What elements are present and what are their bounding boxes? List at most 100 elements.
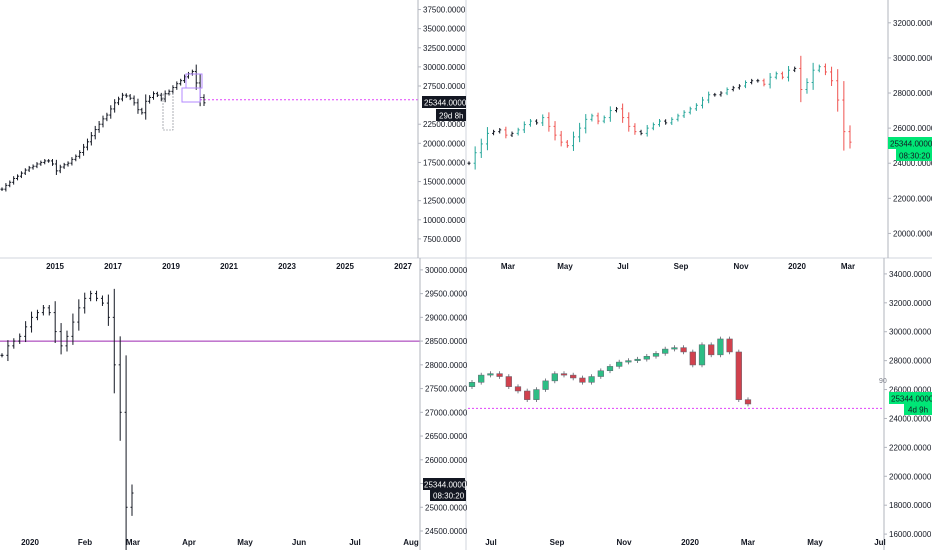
- daily-price-label-text: 25344.0000: [890, 140, 932, 149]
- weekly-bar: [164, 90, 167, 102]
- daily-bar: [566, 140, 569, 148]
- chart-daily[interactable]: 32000.000030000.000028000.000026000.0000…: [468, 0, 932, 271]
- monthly-x-tick-label: Jul: [874, 538, 886, 547]
- intraday-bar: [6, 340, 9, 361]
- intraday-x-tick-label: Feb: [78, 538, 92, 547]
- weekly-y-axis[interactable]: 37500.0000 35000.0000 32500.0000 30000.0000…: [418, 0, 466, 258]
- intraday-x-tick-label: Jul: [349, 538, 361, 547]
- monthly-candle: [580, 376, 586, 385]
- intraday-bar: [77, 299, 80, 330]
- weekly-bar: [179, 79, 182, 86]
- monthly-y-tick-label: 34000.0000: [889, 270, 932, 279]
- monthly-price-label-text: 25344.0000: [891, 395, 932, 404]
- weekly-y-tick-label: 35000.0000: [423, 25, 466, 34]
- weekly-y-tick-label: 32500.0000: [423, 44, 466, 53]
- daily-bar: [658, 119, 661, 127]
- weekly-bar: [175, 81, 178, 89]
- daily-y-tick-label: 20000.0000: [893, 229, 932, 238]
- intraday-y-tick-label: 27000.0000: [425, 408, 468, 417]
- intraday-bar: [30, 312, 33, 333]
- chart-intraday[interactable]: 30000.000029500.000029000.000028500.0000…: [0, 258, 468, 550]
- intraday-y-tick-label: 30000.0000: [425, 266, 468, 275]
- monthly-x-tick-label: Jul: [485, 538, 497, 547]
- monthly-y-tick-label: 20000.0000: [889, 472, 932, 481]
- weekly-y-tick-label: 27500.0000: [423, 82, 466, 91]
- monthly-x-tick-label: May: [807, 538, 823, 547]
- monthly-candle: [598, 368, 604, 378]
- intraday-y-tick-label: 26500.0000: [425, 432, 468, 441]
- intraday-countdown-label: 08:30:20: [430, 490, 466, 501]
- intraday-y-axis[interactable]: 30000.000029500.000029000.000028500.0000…: [420, 258, 468, 550]
- weekly-bar: [168, 89, 171, 95]
- intraday-y-tick-label: 26000.0000: [425, 456, 468, 465]
- weekly-bar: [4, 183, 7, 191]
- weekly-bar: [136, 99, 139, 114]
- intraday-y-tick-label: 24500.0000: [425, 527, 468, 536]
- daily-y-tick-label: 26000.0000: [893, 124, 932, 133]
- daily-bar: [504, 127, 507, 139]
- monthly-y-tick-label: 22000.0000: [889, 443, 932, 452]
- weekly-bar: [125, 93, 128, 97]
- daily-y-tick-label: 28000.0000: [893, 89, 932, 98]
- weekly-bar: [16, 174, 19, 180]
- monthly-x-tick-label: 2020: [681, 538, 699, 547]
- daily-bar: [627, 112, 630, 131]
- weekly-x-tick-label: 2025: [336, 262, 354, 271]
- monthly-candle: [497, 371, 503, 379]
- intraday-bar: [36, 310, 39, 320]
- intraday-bar: [107, 295, 110, 326]
- monthly-x-tick-label: Mar: [741, 538, 755, 547]
- intraday-bar: [71, 314, 74, 345]
- weekly-y-tick-label: 17500.0000: [423, 158, 466, 167]
- monthly-y-tick-label: 30000.0000: [889, 328, 932, 337]
- monthly-candle: [736, 350, 742, 402]
- weekly-bar: [140, 108, 143, 115]
- weekly-bar: [94, 126, 97, 139]
- intraday-y-tick-label: 25000.0000: [425, 503, 468, 512]
- weekly-bar: [51, 159, 54, 166]
- weekly-y-tick-label: 37500.0000: [423, 6, 466, 15]
- weekly-bar: [98, 121, 101, 133]
- daily-bar: [818, 65, 821, 73]
- monthly-candle: [653, 351, 659, 359]
- intraday-bars: [0, 289, 420, 550]
- weekly-bar: [171, 85, 174, 93]
- weekly-y-tick-label: 12500.0000: [423, 197, 466, 206]
- weekly-bar: [152, 91, 155, 99]
- daily-bar: [535, 119, 538, 124]
- daily-x-tick-label: Mar: [841, 262, 855, 271]
- daily-bar: [523, 121, 526, 133]
- annotation-box-purple-lower[interactable]: [182, 88, 200, 102]
- monthly-x-tick-label: Sep: [550, 538, 565, 547]
- daily-bar: [474, 146, 477, 169]
- weekly-y-tick-label: 30000.0000: [423, 63, 466, 72]
- weekly-bar: [121, 93, 124, 101]
- daily-bar: [683, 110, 686, 118]
- monthly-candle: [616, 360, 622, 369]
- weekly-bar: [133, 95, 136, 105]
- daily-countdown-text: 08:30:20: [899, 152, 931, 161]
- weekly-price-label-text: 25344.0000: [424, 99, 467, 108]
- intraday-y-tick-label: 28000.0000: [425, 361, 468, 370]
- daily-bar: [511, 132, 514, 137]
- intraday-bar: [48, 305, 51, 315]
- daily-y-axis[interactable]: 32000.000030000.000028000.000026000.0000…: [888, 0, 932, 258]
- weekly-y-tick-label: 15000.0000: [423, 178, 466, 187]
- intraday-x-tick-label: Mar: [126, 538, 140, 547]
- monthly-y-tick-label: 32000.0000: [889, 299, 932, 308]
- monthly-candle: [469, 380, 475, 389]
- weekly-bar: [117, 97, 120, 105]
- daily-x-tick-label: 2020: [788, 262, 806, 271]
- daily-bar: [849, 125, 852, 148]
- chart-monthly[interactable]: 34000.000032000.000030000.000028000.0000…: [468, 258, 932, 550]
- intraday-price-label: 25344.0000: [423, 478, 467, 490]
- chart-weekly[interactable]: 37500.0000 35000.0000 32500.0000 30000.0000…: [1, 0, 467, 271]
- daily-bar: [756, 79, 759, 83]
- weekly-bar: [160, 93, 163, 101]
- daily-bar: [572, 132, 575, 151]
